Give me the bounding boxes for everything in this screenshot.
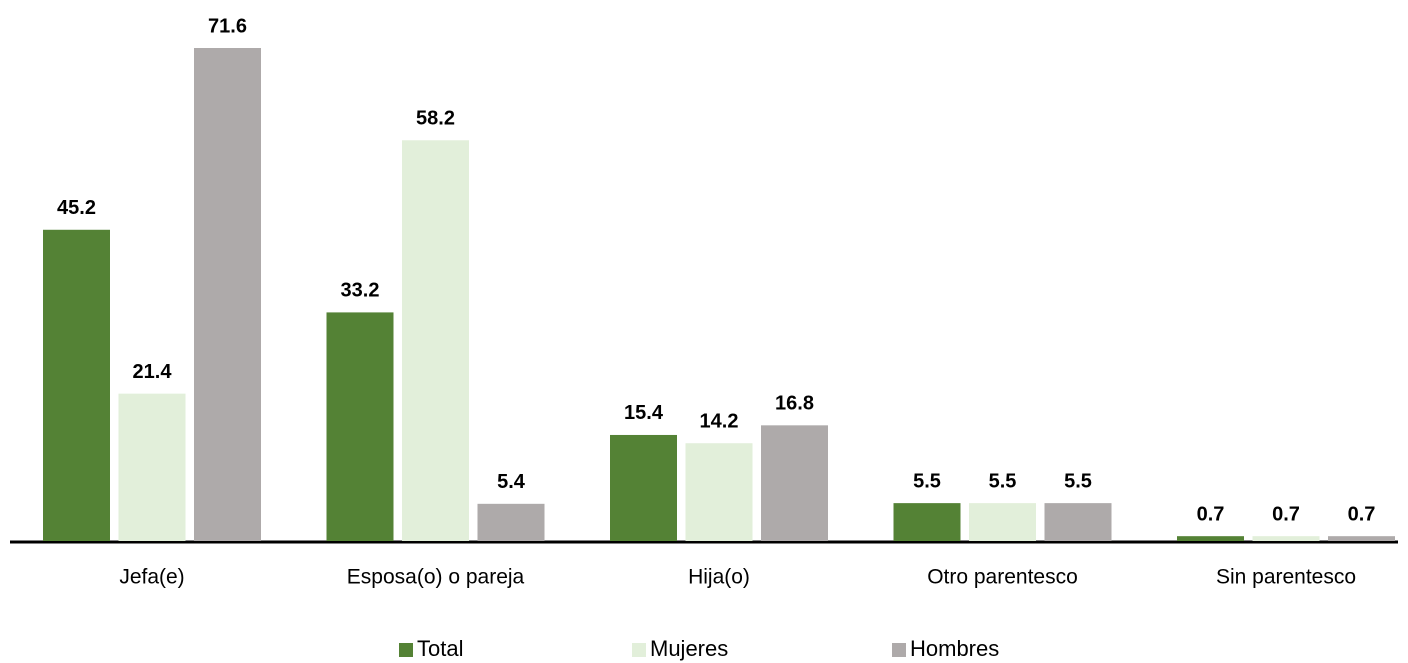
bar xyxy=(761,425,828,541)
x-tick-label: Otro parentesco xyxy=(927,566,1078,589)
legend-swatch xyxy=(892,643,906,657)
bar xyxy=(477,503,545,541)
bar xyxy=(1328,536,1395,541)
value-label: 71.6 xyxy=(208,15,247,37)
legend-swatch xyxy=(399,643,413,657)
bar xyxy=(118,393,186,541)
value-label: 5.4 xyxy=(497,471,526,493)
x-tick-label: Esposa(o) o pareja xyxy=(347,566,525,589)
value-label: 16.8 xyxy=(775,393,814,415)
value-label: 15.4 xyxy=(624,402,664,424)
bar xyxy=(194,48,261,541)
x-tick-label: Hija(o) xyxy=(688,566,750,589)
bar xyxy=(969,503,1036,541)
value-label: 0.7 xyxy=(1272,503,1300,525)
value-label: 5.5 xyxy=(913,470,941,492)
value-label: 5.5 xyxy=(989,470,1017,492)
bar xyxy=(610,434,677,541)
value-label: 0.7 xyxy=(1197,503,1225,525)
value-label: 14.2 xyxy=(700,411,739,433)
bar xyxy=(326,312,394,541)
legend-label: Total xyxy=(417,636,463,661)
value-label: 21.4 xyxy=(133,361,173,383)
bar xyxy=(1252,536,1320,541)
bar xyxy=(402,140,469,541)
legend-label: Hombres xyxy=(910,636,999,661)
value-label: 5.5 xyxy=(1064,470,1092,492)
legend-swatch xyxy=(632,643,646,657)
x-tick-label: Jefa(e) xyxy=(119,566,184,589)
value-label: 0.7 xyxy=(1348,503,1376,525)
legend-label: Mujeres xyxy=(650,636,728,661)
value-label: 45.2 xyxy=(57,197,96,219)
x-tick-label: Sin parentesco xyxy=(1216,566,1356,589)
value-label: 33.2 xyxy=(341,280,380,302)
bar xyxy=(43,229,110,541)
bar xyxy=(685,443,753,541)
bar xyxy=(1177,536,1244,541)
bar xyxy=(1044,503,1112,541)
bar xyxy=(893,503,961,541)
value-label: 58.2 xyxy=(416,108,455,130)
